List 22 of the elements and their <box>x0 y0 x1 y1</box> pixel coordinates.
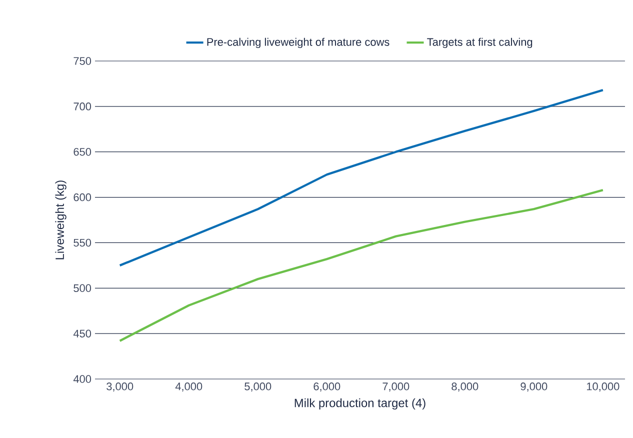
line-series <box>118 188 604 342</box>
y-tick-label: 600 <box>74 193 92 202</box>
y-axis-title: Liveweight (kg) <box>55 180 66 260</box>
x-tick-label: 5,000 <box>244 382 272 392</box>
y-tick-label: 750 <box>74 57 92 65</box>
y-tick-label: 550 <box>74 238 92 247</box>
x-tick-label: 3,000 <box>106 382 134 392</box>
x-tick-label: 4,000 <box>175 382 202 392</box>
x-tick-label: 9,000 <box>520 382 548 392</box>
y-tick-label: 450 <box>73 330 92 338</box>
y-tick-label: 500 <box>74 284 92 292</box>
x-axis-title: Milk production target (4) <box>294 398 426 410</box>
x-tick-label: 7,000 <box>382 382 410 392</box>
y-tick-label: 400 <box>73 375 92 383</box>
legend-label: Pre-calving liveweight of mature cows <box>207 38 390 48</box>
y-tick-label: 700 <box>74 102 92 110</box>
x-tick-label: 6,000 <box>314 382 340 392</box>
legend-label: Targets at first calving <box>427 38 532 48</box>
x-tick-label: 8,000 <box>452 382 478 392</box>
line-series <box>118 88 604 267</box>
x-tick-label: 10,000 <box>586 382 620 392</box>
y-tick-label: 650 <box>74 148 92 156</box>
